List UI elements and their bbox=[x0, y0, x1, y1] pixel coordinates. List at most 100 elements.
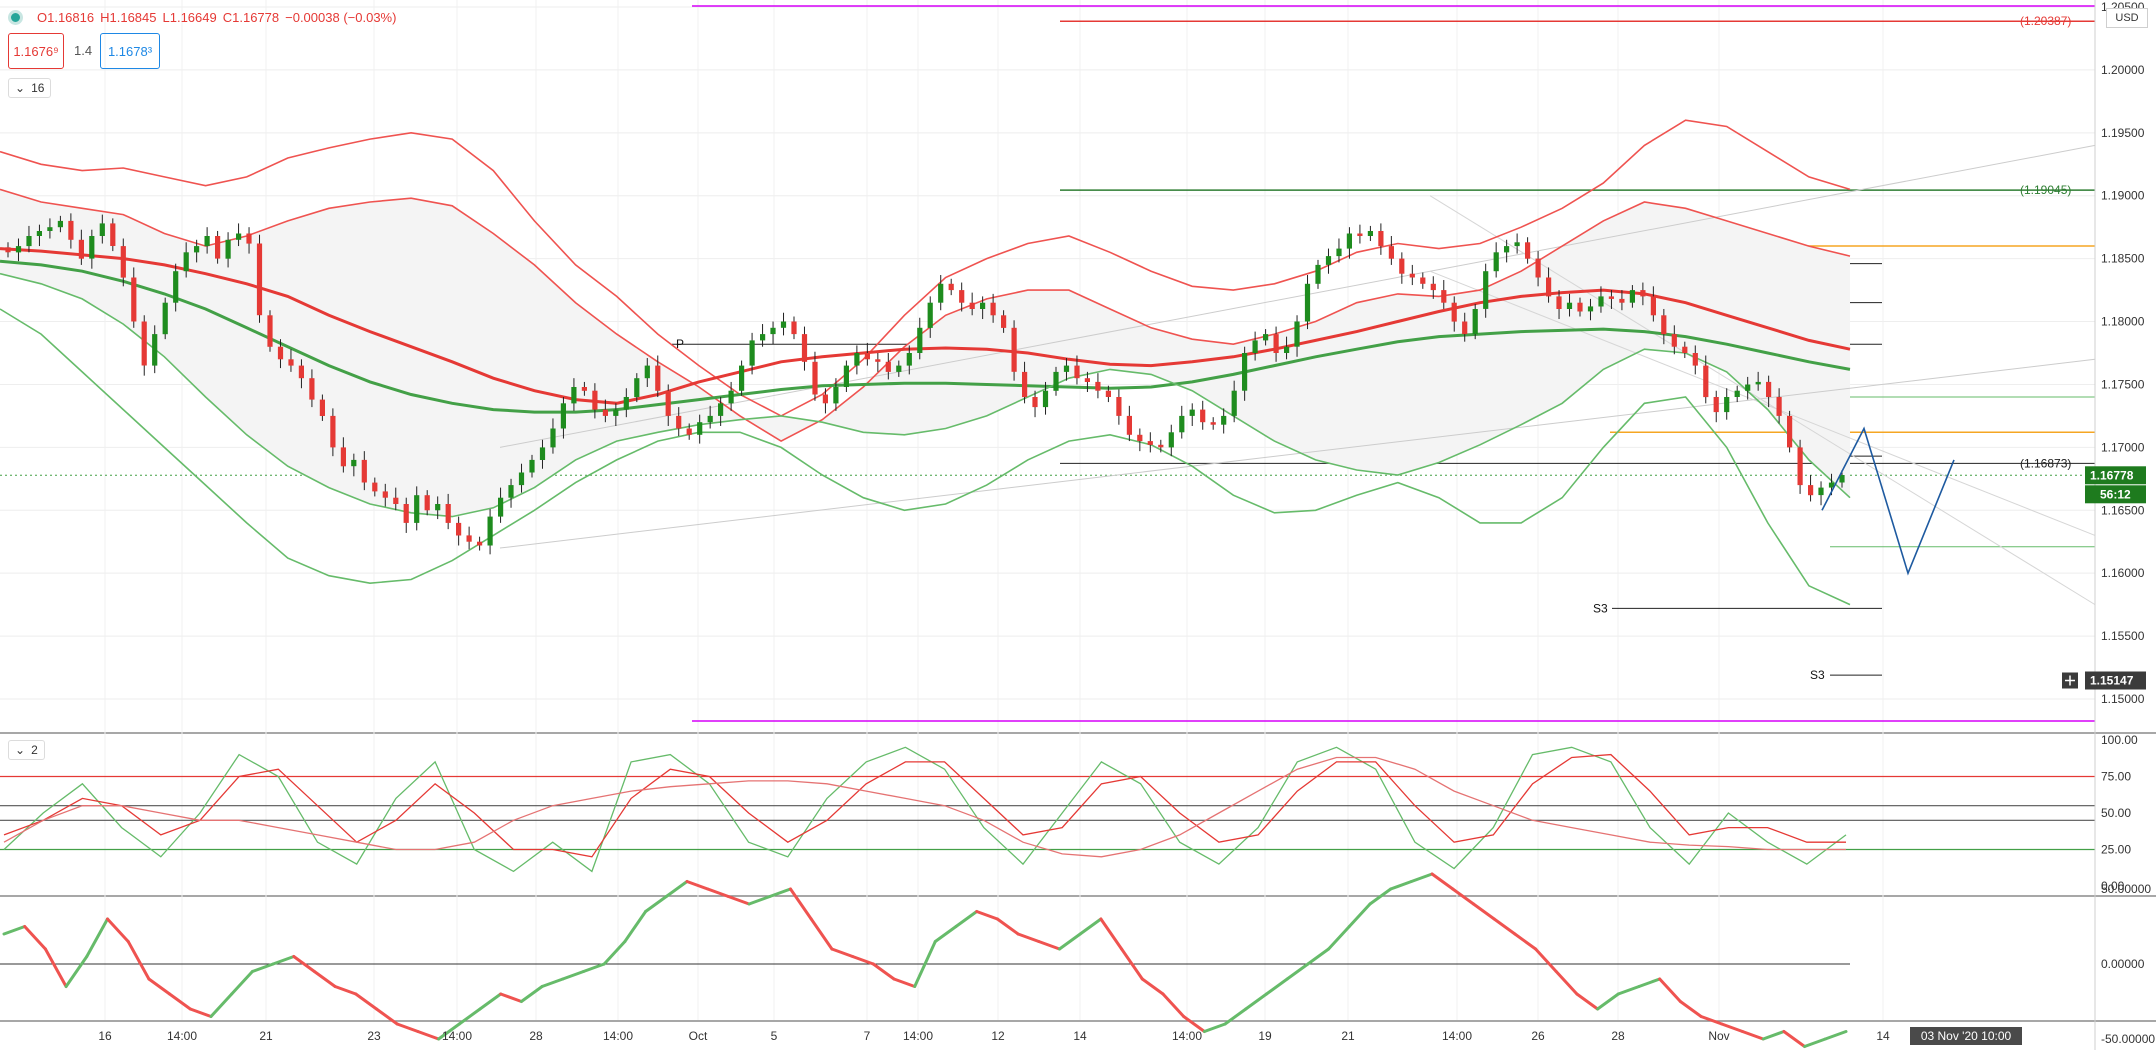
candle-body bbox=[68, 220, 74, 240]
time-axis[interactable]: 16 14:00 21 23 14:00 28 14:00 Oct 5 7 14:00 12 14 14:… bbox=[98, 1027, 2022, 1045]
time-tick-label: 23 bbox=[367, 1029, 381, 1043]
osc-segment bbox=[1161, 992, 1186, 1018]
channel-band bbox=[0, 189, 1850, 517]
candle-body bbox=[1084, 378, 1090, 382]
candle-body bbox=[1001, 315, 1007, 328]
candle-body bbox=[1042, 390, 1049, 408]
candle-body bbox=[980, 302, 986, 309]
sell-button[interactable]: 1.1676⁹ bbox=[8, 33, 64, 69]
candle-body bbox=[246, 233, 252, 244]
osc-segment bbox=[1430, 872, 1455, 891]
stoch-tick-label: 0.00 bbox=[2101, 879, 2125, 893]
currency-button[interactable]: USD bbox=[2106, 8, 2148, 28]
osc-segment bbox=[913, 940, 937, 988]
candle-body bbox=[1808, 485, 1814, 496]
candle-body bbox=[445, 504, 451, 523]
candle-body bbox=[917, 327, 923, 353]
candle-body bbox=[833, 387, 839, 404]
candle-body bbox=[529, 459, 535, 473]
candle-body bbox=[477, 541, 483, 546]
date-cursor: 03 Nov '20 10:00 bbox=[1910, 1027, 2022, 1045]
indicators-toggle-main[interactable]: ⌄ 16 bbox=[8, 78, 52, 98]
candle-body bbox=[1661, 315, 1667, 335]
chevron-down-icon: ⌄ bbox=[15, 743, 26, 757]
candle-body bbox=[718, 403, 724, 416]
osc-segment bbox=[1327, 925, 1351, 951]
countdown-tag bbox=[2085, 485, 2146, 504]
osc-segment bbox=[975, 910, 999, 921]
candle-body bbox=[1566, 302, 1573, 309]
osc-segment bbox=[519, 985, 544, 1003]
candle-body bbox=[1105, 390, 1111, 397]
osc-segment bbox=[789, 887, 813, 921]
candle-body bbox=[1074, 365, 1080, 379]
candle-body bbox=[592, 390, 598, 410]
candle-body bbox=[194, 246, 200, 253]
candle-body bbox=[1325, 256, 1332, 265]
candle-body bbox=[414, 495, 420, 523]
stoch-tick-label: 25.00 bbox=[2101, 843, 2131, 857]
date-cursor-bg bbox=[1910, 1027, 2022, 1045]
candle-body bbox=[571, 387, 577, 404]
level-label: (1.16873) bbox=[2020, 456, 2071, 470]
indicators-toggle-stoch[interactable]: ⌄ 2 bbox=[8, 740, 45, 760]
osc-segment bbox=[540, 977, 565, 988]
osc-segment bbox=[1078, 917, 1103, 936]
candle-body bbox=[739, 365, 745, 391]
candle-body bbox=[1734, 390, 1740, 397]
candle-body bbox=[351, 459, 357, 467]
oscillator-panel[interactable] bbox=[0, 872, 1850, 1048]
price-axis[interactable]: 1.205001.200001.195001.190001.185001.180… bbox=[2062, 0, 2155, 1050]
osc-segment bbox=[1409, 872, 1434, 883]
candle-body bbox=[1053, 371, 1059, 391]
channel-lower-outer bbox=[0, 308, 1851, 606]
legend-close: C1.16778 bbox=[222, 9, 280, 25]
osc-segment bbox=[1782, 1030, 1807, 1048]
candle-body bbox=[1619, 298, 1625, 303]
price-tick-label: 1.18500 bbox=[2101, 252, 2145, 266]
candle-body bbox=[99, 223, 105, 236]
candle-body bbox=[1357, 233, 1363, 236]
candle-body bbox=[602, 409, 608, 416]
candle-body bbox=[1755, 381, 1761, 385]
osc-segment bbox=[1741, 1030, 1765, 1041]
trend-line bbox=[499, 144, 2096, 448]
osc-segment bbox=[1803, 1037, 1827, 1048]
osc-segment bbox=[1058, 932, 1082, 951]
legend-high: H1.16845 bbox=[100, 9, 157, 25]
candle-body bbox=[1650, 296, 1656, 316]
stochastic-panel[interactable] bbox=[0, 746, 2095, 873]
stoch-series-3 bbox=[3, 756, 1846, 858]
candle-body bbox=[634, 378, 640, 398]
candle-body bbox=[361, 459, 367, 483]
candle-body bbox=[1346, 233, 1352, 249]
candle-body bbox=[1158, 444, 1164, 448]
candle-body bbox=[256, 243, 263, 316]
channel-mid-red bbox=[0, 247, 1851, 405]
price-tick-label: 1.15000 bbox=[2101, 692, 2145, 706]
price-panel[interactable]: (1.20387)(1.19045)(1.16873)PPR3PS3S3 bbox=[0, 5, 2096, 722]
candle-body bbox=[1388, 246, 1394, 259]
osc-segment bbox=[1016, 932, 1041, 943]
candle-body bbox=[1367, 231, 1373, 236]
candle-body bbox=[5, 247, 11, 253]
osc-segment bbox=[1678, 1000, 1703, 1018]
osc-segment bbox=[954, 910, 979, 928]
candle-body bbox=[1462, 321, 1468, 335]
candle-body bbox=[749, 340, 755, 366]
candle-body bbox=[560, 403, 566, 429]
osc-segment bbox=[1513, 932, 1538, 951]
buy-button[interactable]: 1.1678³ bbox=[100, 33, 160, 69]
time-tick-label: Nov bbox=[1708, 1029, 1729, 1043]
osc-segment bbox=[1596, 992, 1620, 1011]
candle-body bbox=[927, 302, 933, 328]
candle-body bbox=[267, 315, 273, 347]
osc-segment bbox=[623, 910, 648, 943]
price-tick-label: 1.16500 bbox=[2101, 503, 2145, 517]
time-tick-label: 5 bbox=[771, 1029, 778, 1043]
candle-body bbox=[1682, 346, 1688, 353]
candle-body bbox=[456, 522, 462, 536]
osc-segment bbox=[1306, 947, 1331, 966]
candle-body bbox=[277, 346, 284, 360]
